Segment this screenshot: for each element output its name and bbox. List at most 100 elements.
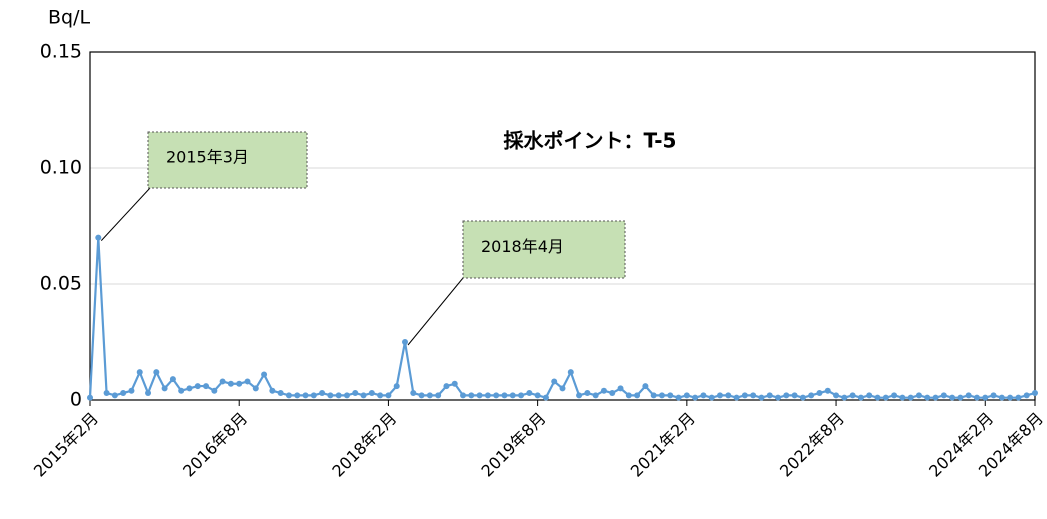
data-point — [252, 385, 259, 392]
data-point — [435, 392, 442, 399]
data-point — [592, 392, 599, 399]
data-point — [484, 392, 491, 399]
data-point — [335, 392, 342, 399]
y-tick-label: 0.15 — [40, 41, 82, 63]
data-point — [542, 394, 549, 401]
data-point — [169, 376, 176, 383]
data-point — [808, 392, 815, 399]
data-point — [178, 387, 185, 394]
data-point — [675, 394, 682, 401]
data-point — [360, 392, 367, 399]
data-point — [915, 392, 922, 399]
data-point — [559, 385, 566, 392]
x-tick-label: 2019年8月 — [478, 409, 550, 481]
data-point — [468, 392, 475, 399]
data-point — [153, 369, 160, 376]
data-point — [692, 394, 699, 401]
data-point — [343, 392, 350, 399]
x-tick-label: 2016年8月 — [179, 409, 251, 481]
data-point — [932, 394, 939, 401]
data-point — [534, 392, 541, 399]
chart-title: 採水ポイント：T-5 — [504, 129, 677, 153]
y-tick-label: 0 — [70, 389, 82, 411]
data-point — [766, 392, 773, 399]
data-point — [1023, 392, 1030, 399]
data-point — [368, 390, 375, 397]
annotation-leader — [100, 187, 151, 241]
data-point — [186, 385, 193, 392]
data-point — [907, 394, 914, 401]
data-point — [136, 369, 143, 376]
data-point — [277, 390, 284, 397]
data-point — [841, 394, 848, 401]
data-point — [526, 390, 533, 397]
data-point — [625, 392, 632, 399]
data-point — [700, 392, 707, 399]
annotation-box — [147, 131, 308, 189]
x-tick-label: 2021年2月 — [627, 409, 699, 481]
data-point — [791, 392, 798, 399]
data-point — [410, 390, 417, 397]
data-point — [940, 392, 947, 399]
data-point — [261, 371, 268, 378]
data-point — [998, 394, 1005, 401]
data-point — [128, 387, 135, 394]
data-point — [733, 394, 740, 401]
data-point — [683, 392, 690, 399]
data-point — [658, 392, 665, 399]
data-point — [294, 392, 301, 399]
data-point — [244, 378, 251, 385]
data-point — [783, 392, 790, 399]
data-point — [824, 387, 831, 394]
data-point — [1015, 394, 1022, 401]
data-point — [211, 387, 218, 394]
data-point — [476, 392, 483, 399]
data-point — [982, 394, 989, 401]
data-point — [385, 392, 392, 399]
data-point — [584, 390, 591, 397]
data-point — [725, 392, 732, 399]
data-point — [443, 383, 450, 390]
data-point — [650, 392, 657, 399]
data-point — [816, 390, 823, 397]
y-tick-label: 0.05 — [40, 273, 82, 295]
data-point — [509, 392, 516, 399]
data-point — [874, 394, 881, 401]
data-point — [327, 392, 334, 399]
data-point — [111, 392, 118, 399]
data-point — [377, 392, 384, 399]
data-point — [957, 394, 964, 401]
annotation-box — [462, 220, 626, 279]
data-point — [609, 390, 616, 397]
data-point — [194, 383, 201, 390]
data-point — [302, 392, 309, 399]
data-point — [426, 392, 433, 399]
data-point — [849, 392, 856, 399]
data-point — [973, 394, 980, 401]
annotation-leader — [407, 277, 464, 346]
data-point — [799, 394, 806, 401]
data-point — [269, 387, 276, 394]
data-point — [103, 390, 110, 397]
data-point — [891, 392, 898, 399]
data-point — [634, 392, 641, 399]
data-point — [285, 392, 292, 399]
y-axis-unit: Bq/L — [48, 7, 90, 29]
data-point — [899, 394, 906, 401]
data-point — [576, 392, 583, 399]
data-point — [402, 339, 408, 345]
data-point — [708, 394, 715, 401]
data-point — [310, 392, 317, 399]
data-point — [924, 394, 931, 401]
annotation-text: 2015年3月 — [166, 148, 249, 167]
data-point — [567, 369, 574, 376]
data-point — [857, 394, 864, 401]
data-point — [551, 378, 558, 385]
data-point — [120, 390, 127, 397]
data-point — [1007, 394, 1014, 401]
data-point — [501, 392, 508, 399]
x-tick-label: 2018年2月 — [328, 409, 400, 481]
data-point — [236, 380, 243, 387]
data-point — [145, 390, 152, 397]
data-point — [758, 394, 765, 401]
